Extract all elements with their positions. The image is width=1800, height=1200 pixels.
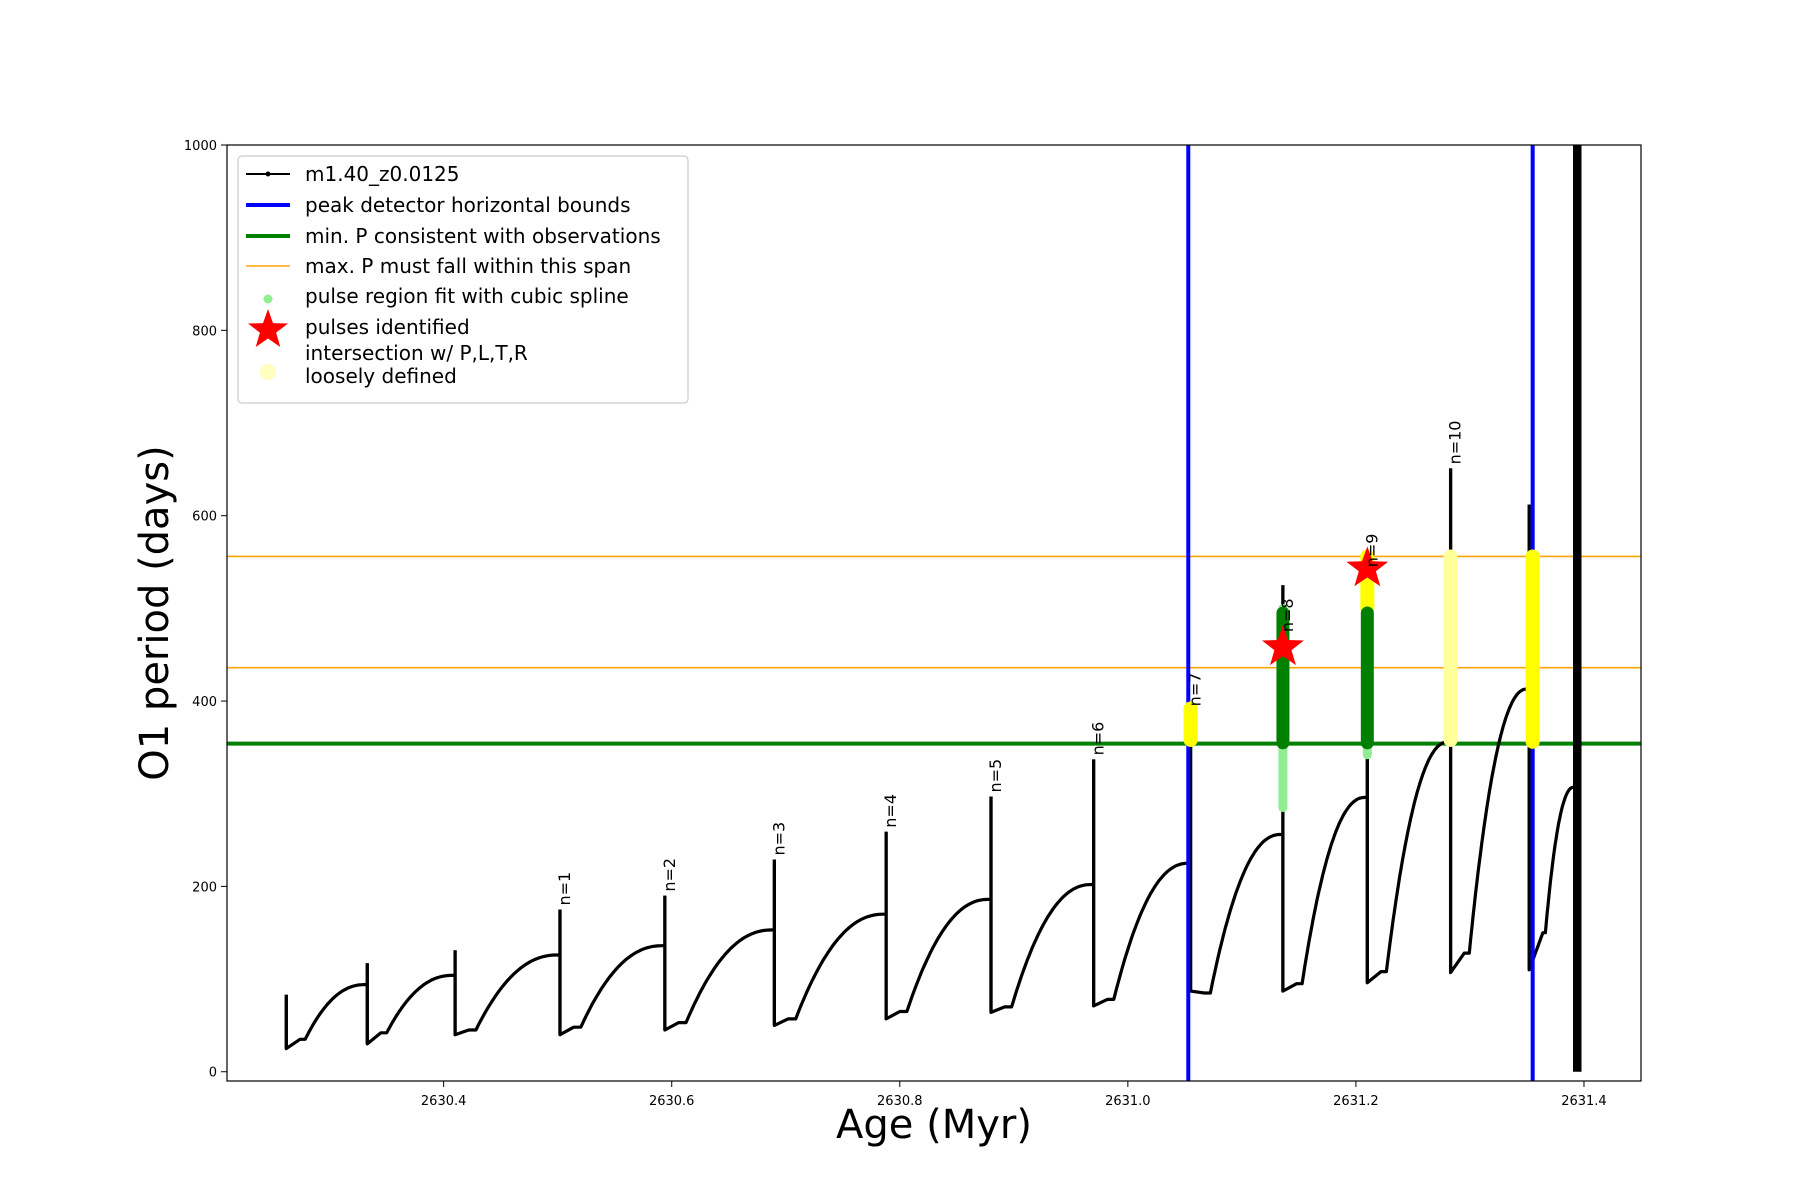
pulse-identified-star-2	[1346, 546, 1389, 587]
series-pulse-11	[1281, 585, 1368, 993]
pulse-label-7: n=7	[1186, 673, 1205, 707]
pulse-label-1: n=1	[555, 872, 574, 906]
series-pulse-6	[772, 859, 887, 1027]
legend-label-5: pulse region fit with cubic spline	[305, 284, 629, 308]
x-axis-title: Age (Myr)	[836, 1102, 1032, 1148]
series-pulse-3	[453, 950, 560, 1037]
plot-area: n=1 n=2 n=3 n=4 n=5 n=6 n=7 n=8 n=9 n=10	[227, 145, 1641, 1081]
legend-label-2: peak detector horizontal bounds	[305, 193, 631, 217]
x-tick-label-3: 2630.8	[877, 1094, 923, 1109]
x-tick-label-2: 2630.6	[649, 1094, 695, 1109]
x-tick-label-5: 2631.2	[1333, 1094, 1379, 1109]
legend-label-6: pulses identified	[305, 315, 470, 339]
series-pulse-1	[284, 983, 368, 1051]
pulse-label-2: n=2	[660, 858, 679, 892]
pulse-label-3: n=3	[769, 822, 788, 856]
pulse-label-10: n=10	[1446, 421, 1465, 465]
y-axis-title: O1 period (days)	[132, 445, 178, 780]
legend-label-7-line2: loosely defined	[305, 364, 457, 388]
series-pulse-9	[1092, 759, 1191, 1008]
y-tick-label-6: 1000	[184, 139, 217, 154]
series-pulse-4	[558, 909, 665, 1037]
legend-label-3: min. P consistent with observations	[305, 224, 661, 248]
pulse-label-4: n=4	[881, 794, 900, 828]
y-tick-label-3: 400	[192, 695, 217, 710]
legend-box	[237, 155, 689, 404]
plot-frame	[226, 144, 1642, 1082]
pulse-label-9: n=9	[1362, 534, 1381, 568]
legend-handle-6	[248, 309, 288, 347]
series-pulse-7	[884, 831, 991, 1021]
legend-label-7: intersection w/ P,L,T,R	[305, 341, 528, 365]
series-pulse-12	[1365, 552, 1451, 985]
pulse-label-6: n=6	[1089, 722, 1108, 756]
y-tick-label-5: 800	[192, 324, 217, 339]
legend-label-4: max. P must fall within this span	[305, 254, 631, 278]
pulse-label-5: n=5	[986, 759, 1005, 793]
y-tick-label-4: 600	[192, 510, 217, 525]
legend-label-1: m1.40_z0.0125	[305, 162, 460, 186]
pulse-identified-star-1	[1262, 625, 1304, 666]
legend-handle-5	[263, 294, 273, 304]
series-pulse-5	[663, 895, 775, 1032]
y-tick-label-2: 200	[192, 880, 217, 895]
x-tick-label-1: 2630.4	[421, 1094, 467, 1109]
series-pulse-10	[1189, 710, 1283, 995]
axes: 2630.4 2630.6 2630.8 2631.0 2631.2 2631.4 0 200…	[132, 139, 1642, 1148]
series-pulse-8	[989, 796, 1094, 1014]
pulse-label-8: n=8	[1278, 598, 1297, 632]
legend-handle-series-dot	[265, 171, 271, 177]
plot-clip-group	[227, 145, 1641, 1081]
x-tick-label-6: 2631.4	[1561, 1094, 1607, 1109]
series-pulse-13	[1449, 468, 1530, 975]
legend-handle-7	[260, 364, 276, 380]
y-tick-label-1: 0	[209, 1066, 217, 1081]
series-pulse-14	[1527, 504, 1576, 972]
x-tick-label-4: 2631.0	[1105, 1094, 1151, 1109]
series-pulse-2	[365, 963, 456, 1046]
